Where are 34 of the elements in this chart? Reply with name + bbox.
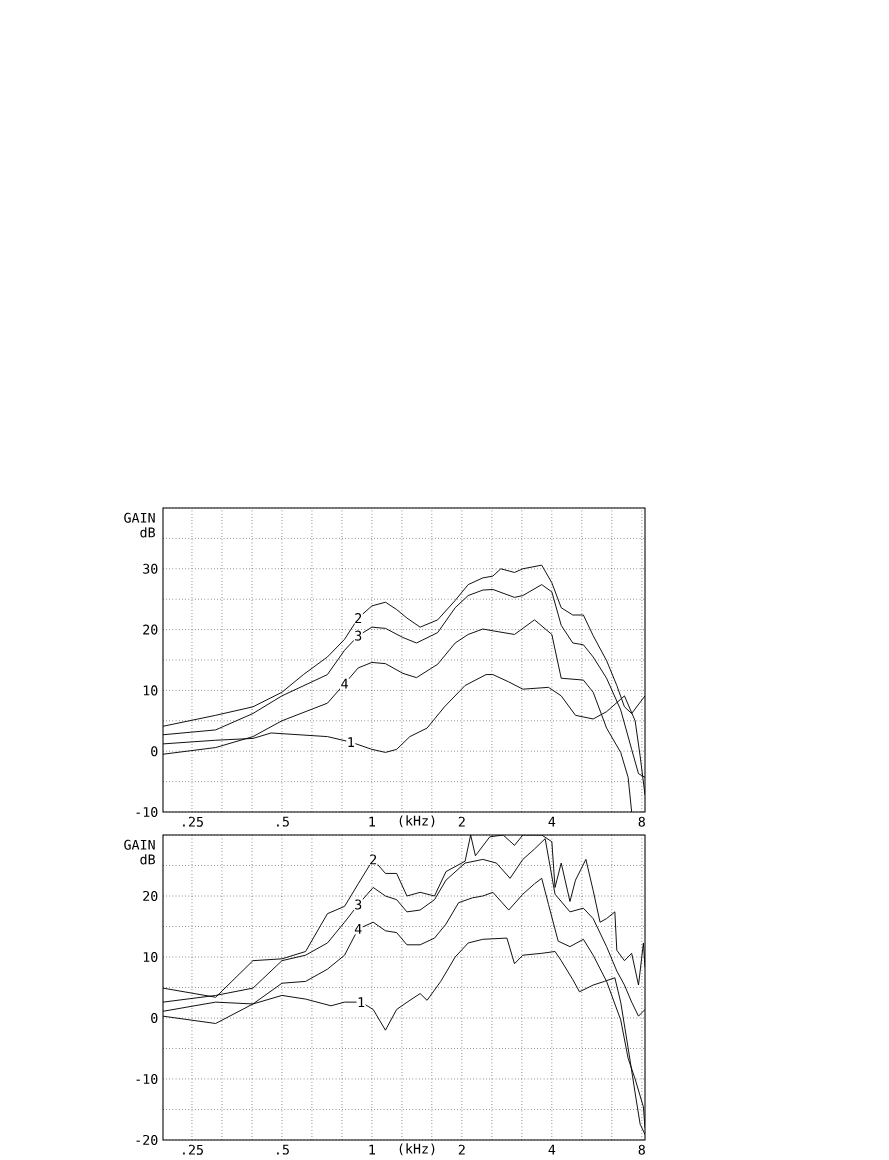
x-tick-label: 8 [638, 816, 645, 827]
x-tick-label: 4 [548, 1144, 556, 1155]
x-tick-label: 1 [369, 1144, 376, 1155]
x-tick-label: .25 [183, 1144, 203, 1155]
series-label: 2 [355, 613, 362, 623]
y-tick-label: -10 [136, 806, 158, 818]
y-tick-label: 0 [151, 1012, 158, 1024]
series-label: 3 [355, 630, 362, 641]
series-label: 4 [354, 924, 362, 934]
y-tick-label: -20 [136, 1134, 158, 1146]
series-label: 1 [358, 997, 365, 1007]
series-label: 2 [370, 854, 377, 865]
y-axis-title: GAIN dB [124, 839, 155, 865]
x-tick-label: .5 [277, 816, 289, 827]
x-tick-label: 8 [638, 1144, 645, 1155]
x-tick-label: .25 [183, 816, 203, 827]
x-tick-label: 1 [369, 816, 376, 827]
x-axis-title: (kHz) [399, 1143, 435, 1156]
x-tick-label: 4 [548, 816, 556, 827]
y-tick-label: 0 [151, 746, 158, 757]
y-axis-title: GAIN dB [124, 512, 155, 538]
y-tick-label: 20 [143, 890, 158, 902]
x-axis-title: (kHz) [399, 815, 435, 828]
series-label: 4 [341, 678, 348, 689]
y-tick-label: 30 [143, 563, 158, 574]
y-tick-label: 10 [143, 951, 158, 963]
x-tick-label: 2 [458, 816, 465, 827]
series-label: 3 [355, 899, 362, 910]
y-tick-label: 10 [143, 685, 158, 696]
y-tick-label: 20 [143, 624, 158, 635]
y-tick-label: -10 [136, 1073, 158, 1085]
x-tick-label: 2 [458, 1144, 465, 1155]
series-label: 1 [348, 737, 354, 747]
x-tick-label: .5 [277, 1144, 289, 1155]
